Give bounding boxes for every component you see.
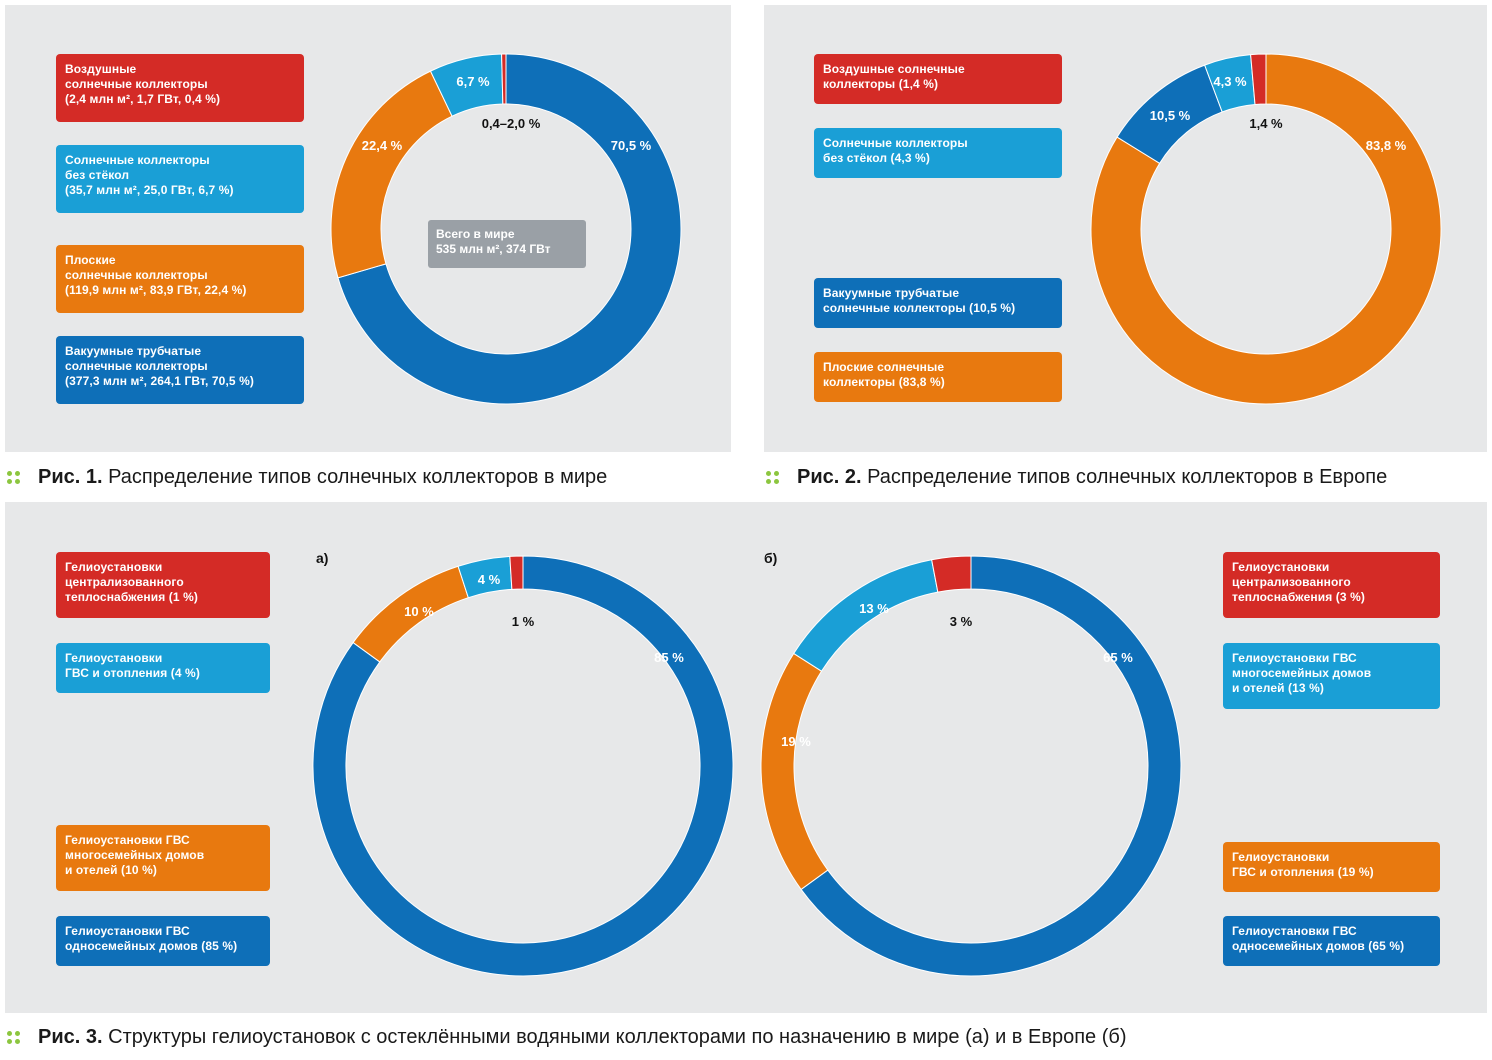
fig1-legend-vacuum: Вакуумные трубчатые солнечные коллекторы… — [56, 336, 304, 404]
donut-2-label-2: 10,5 % — [1150, 108, 1191, 123]
fig2-legend-unglazed: Солнечные коллекторы без стёкол (4,3 %) — [814, 128, 1062, 178]
donut-2-label-1: 83,8 % — [1366, 138, 1407, 153]
donut-1-slice-4 — [501, 53, 507, 105]
donut-4-label-4: 3 % — [950, 614, 973, 629]
donut-4-label-1: 65 % — [1103, 650, 1133, 665]
donut-1-label-3: 6,7 % — [456, 74, 490, 89]
fig2-bullet-icon — [766, 471, 780, 485]
fig3a-legend-dhw-heating: Гелиоустановки ГВС и отопления (4 %) — [56, 643, 270, 693]
donut-4-label-2: 19 % — [781, 734, 811, 749]
donut-3-label-1: 85 % — [654, 650, 684, 665]
donut-1-label-4: 0,4–2,0 % — [482, 116, 541, 131]
fig2-legend-air: Воздушные солнечные коллекторы (1,4 %) — [814, 54, 1062, 104]
donut-3-label-4: 1 % — [512, 614, 535, 629]
donut-1-slice-1 — [337, 53, 682, 405]
fig3b-legend-dhw-heating: Гелиоустановки ГВС и отопления (19 %) — [1223, 842, 1440, 892]
fig2-caption: Рис. 2. Распределение типов солнечных ко… — [797, 466, 1388, 488]
fig1-caption: Рис. 1. Распределение типов солнечных ко… — [38, 466, 608, 488]
fig1-legend-air: Воздушные солнечные коллекторы (2,4 млн … — [56, 54, 304, 122]
fig2-legend-vacuum: Вакуумные трубчатые солнечные коллекторы… — [814, 278, 1062, 328]
donut-1-label-2: 22,4 % — [362, 138, 403, 153]
donut-4-slice-2 — [760, 652, 829, 891]
donut-2-label-4: 1,4 % — [1249, 116, 1283, 131]
fig2-legend-flat: Плоские солнечные коллекторы (83,8 %) — [814, 352, 1062, 402]
donut-1-slice-2 — [330, 70, 453, 279]
fig3-bullet-icon — [7, 1031, 21, 1045]
donut-4-slice-1 — [800, 555, 1182, 977]
fig3b-legend-singlefamily: Гелиоустановки ГВС односемейных домов (6… — [1223, 916, 1440, 966]
fig3b-legend-multifamily: Гелиоустановки ГВС многосемейных домов и… — [1223, 643, 1440, 709]
donut-1-label-1: 70,5 % — [611, 138, 652, 153]
donut-3-slice-1 — [312, 555, 734, 977]
donut-2-slice-4 — [1250, 53, 1267, 106]
fig3-caption: Рис. 3. Структуры гелиоустановок с остек… — [38, 1026, 1127, 1048]
fig1-total-box: Всего в мире 535 млн м², 374 ГВт — [428, 220, 586, 268]
fig1-legend-unglazed: Солнечные коллекторы без стёкол (35,7 мл… — [56, 145, 304, 213]
fig3a-legend-district: Гелиоустановки централизованного теплосн… — [56, 552, 270, 618]
fig3b-legend-district: Гелиоустановки централизованного теплосн… — [1223, 552, 1440, 618]
donut-4-slice-4 — [931, 555, 972, 593]
fig3-label-a: а) — [316, 550, 329, 566]
donut-3-slice-4 — [509, 555, 524, 590]
fig3-label-b: б) — [764, 550, 778, 566]
donut-4-label-3: 13 % — [859, 601, 889, 616]
fig1-legend-flat: Плоские солнечные коллекторы (119,9 млн … — [56, 245, 304, 313]
donut-3-label-3: 4 % — [478, 572, 501, 587]
fig1-bullet-icon — [7, 471, 21, 485]
fig3a-legend-singlefamily: Гелиоустановки ГВС односемейных домов (8… — [56, 916, 270, 966]
donut-3-label-2: 10 % — [404, 604, 434, 619]
donut-2-slice-1 — [1090, 53, 1442, 405]
donut-2-label-3: 4,3 % — [1213, 74, 1247, 89]
fig3a-legend-multifamily: Гелиоустановки ГВС многосемейных домов и… — [56, 825, 270, 891]
